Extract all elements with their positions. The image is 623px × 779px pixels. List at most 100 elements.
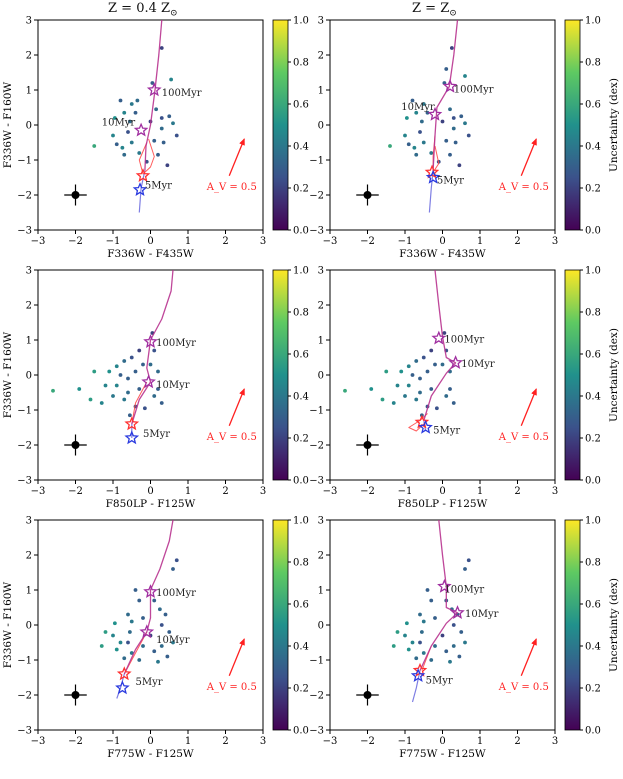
data-point (133, 110, 138, 115)
data-point (440, 633, 445, 638)
colorbar: 0.0 0.2 0.4 0.6 0.8 1.0 (272, 16, 309, 237)
y-tick-label: −1 (17, 156, 32, 167)
age-star-marker (116, 666, 132, 681)
data-point (112, 116, 117, 120)
data-point (122, 359, 127, 363)
y-tick-label: 0 (318, 371, 324, 382)
x-tick-label: 1 (185, 486, 191, 497)
data-point (126, 612, 130, 617)
age-label: 100Myr (156, 588, 196, 599)
data-point (129, 619, 134, 624)
x-tick-label: 2 (514, 736, 520, 747)
y-tick-label: −2 (17, 441, 32, 452)
track-purple (423, 270, 457, 421)
age-star-marker (146, 82, 162, 97)
age-star-marker (124, 430, 140, 445)
colorbar-tick-label: 0.4 (585, 392, 601, 403)
y-tick-label: 1 (318, 586, 324, 597)
data-point (425, 110, 430, 115)
title-left: Z = 0.4 Z⊙ (108, 1, 178, 19)
colorbar-tick-label: 0.6 (585, 100, 601, 111)
x-tick-label: −2 (68, 236, 83, 247)
data-point (111, 133, 115, 138)
title-left-sub: ⊙ (170, 8, 178, 19)
errorbar-marker (71, 441, 80, 449)
data-point (429, 387, 434, 391)
av-label: A_V = 0.5 (498, 432, 549, 443)
y-axis-label: F336W - F160W (2, 582, 14, 669)
data-point (414, 397, 419, 402)
x-tick-label: −2 (360, 486, 375, 497)
colorbar-tick-label: 1.0 (585, 266, 601, 277)
data-point (451, 644, 456, 648)
x-tick-label: 0 (147, 236, 153, 247)
data-layer (391, 520, 471, 703)
data-point (135, 98, 140, 103)
data-point (453, 140, 458, 145)
x-tick-label: −2 (360, 736, 375, 747)
data-point (395, 383, 400, 388)
age-label: 100Myr (444, 334, 484, 345)
y-tick-label: 2 (318, 551, 324, 562)
age-label: 100Myr (444, 584, 484, 595)
data-point (150, 81, 155, 85)
y-tick-label: 0 (318, 121, 324, 132)
x-tick-label: 2 (514, 486, 520, 497)
data-point (444, 649, 449, 654)
colorbar-tick-label: 0.4 (293, 392, 309, 403)
age-star-marker (437, 578, 452, 593)
colorbar-label: Uncertainty (dex) (608, 78, 620, 172)
age-star-marker (425, 169, 441, 184)
data-point (440, 119, 445, 124)
data-point (112, 621, 117, 626)
x-tick-label: 0 (147, 486, 153, 497)
age-label: 100Myr (156, 338, 196, 349)
age-star-marker (442, 78, 458, 93)
av-label: A_V = 0.5 (206, 182, 257, 193)
x-tick-label: 0 (439, 486, 445, 497)
data-point (137, 598, 142, 603)
data-point (126, 390, 130, 395)
x-tick-label: 3 (552, 236, 558, 247)
y-tick-label: 2 (318, 51, 324, 62)
y-tick-label: 3 (318, 266, 324, 277)
colorbar-tick-label: 1.0 (293, 16, 309, 27)
colorbar-tick-label: 0.6 (585, 600, 601, 611)
x-axis-label: F850LP - F125W (398, 498, 488, 510)
y-tick-label: 2 (26, 51, 32, 62)
data-point (451, 623, 456, 627)
data-point (429, 598, 434, 603)
data-point (466, 558, 471, 563)
data-point (421, 140, 426, 145)
x-tick-label: 0 (439, 736, 445, 747)
x-tick-label: −1 (398, 736, 413, 747)
data-point (391, 401, 396, 405)
age-label: 5Myr (145, 181, 172, 192)
data-point (142, 406, 147, 411)
data-point (384, 369, 389, 374)
y-tick-label: −3 (17, 476, 32, 487)
data-point (433, 362, 437, 367)
data-point (457, 654, 462, 659)
colorbar-tick-label: 0.2 (585, 184, 601, 195)
y-tick-label: 3 (26, 266, 32, 277)
x-tick-label: 2 (222, 736, 228, 747)
errorbar-marker (363, 691, 372, 699)
data-point (77, 387, 82, 391)
colorbar-tick-label: 0.4 (585, 642, 601, 653)
age-label: 10Myr (465, 609, 499, 620)
age-label: 5Myr (426, 675, 453, 686)
data-layer (92, 20, 179, 213)
data-point (161, 140, 166, 145)
colorbar-gradient (272, 269, 289, 481)
age-star-marker (143, 334, 158, 348)
data-point (122, 656, 127, 661)
data-point (463, 74, 467, 78)
plot-area (329, 269, 556, 481)
data-point (169, 77, 174, 82)
data-point (391, 644, 396, 648)
data-point (141, 644, 145, 648)
data-point (174, 558, 179, 563)
data-point (126, 640, 130, 645)
